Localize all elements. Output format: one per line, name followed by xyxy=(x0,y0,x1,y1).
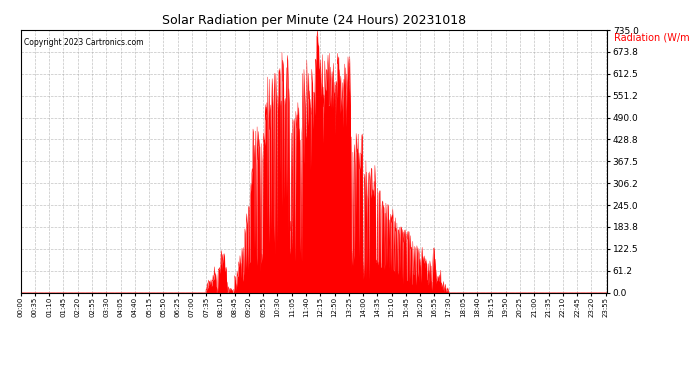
Y-axis label: Radiation (W/m2): Radiation (W/m2) xyxy=(614,33,690,43)
Text: Copyright 2023 Cartronics.com: Copyright 2023 Cartronics.com xyxy=(23,38,143,47)
Title: Solar Radiation per Minute (24 Hours) 20231018: Solar Radiation per Minute (24 Hours) 20… xyxy=(162,15,466,27)
